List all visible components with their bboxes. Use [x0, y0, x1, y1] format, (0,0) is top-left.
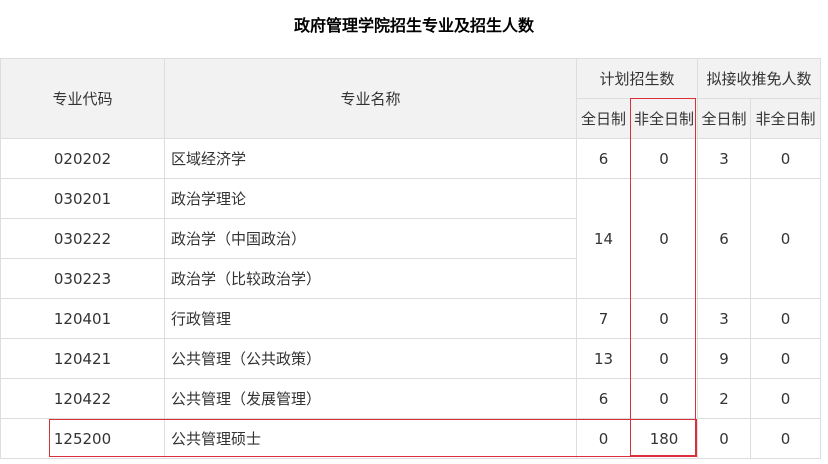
cell-name: 公共管理（公共政策） — [164, 338, 577, 379]
enrollment-table: 专业代码 专业名称 计划招生数 拟接收推免人数 全日制 非全日制 全日制 非全日… — [0, 58, 822, 459]
cell-exempt-full: 0 — [697, 418, 752, 459]
cell-name: 区域经济学 — [164, 138, 577, 179]
table-row: 030201 政治学理论 14 0 6 0 — [0, 178, 822, 299]
cell-exempt-full: 6 — [697, 178, 752, 299]
cell-exempt-full: 2 — [697, 378, 752, 419]
table-row: 120421 公共管理（公共政策） 13 0 9 0 — [0, 338, 822, 379]
page-title: 政府管理学院招生专业及招生人数 — [293, 16, 534, 35]
cell-code: 120422 — [0, 378, 165, 419]
header-name: 专业名称 — [164, 58, 577, 139]
cell-plan-part: 0 — [629, 338, 699, 379]
cell-plan-full: 7 — [576, 298, 631, 339]
cell-code: 125200 — [0, 418, 165, 459]
cell-code: 120421 — [0, 338, 165, 379]
cell-exempt-part: 0 — [750, 138, 822, 179]
header-exempt: 拟接收推免人数 — [697, 58, 822, 99]
table-row: 020202 区域经济学 6 0 3 0 — [0, 138, 822, 179]
cell-code: 030223 — [0, 258, 165, 299]
header-plan-full: 全日制 — [576, 98, 631, 139]
table-row: 030222 政治学（中国政治） — [0, 218, 821, 259]
cell-code: 020202 — [0, 138, 165, 179]
cell-exempt-part: 0 — [750, 178, 822, 299]
cell-plan-full: 13 — [576, 338, 631, 379]
table-row: 120401 行政管理 7 0 3 0 — [0, 298, 822, 339]
cell-plan-full: 0 — [576, 418, 631, 459]
table-row: 030223 政治学（比较政治学） — [0, 258, 821, 299]
cell-exempt-part: 0 — [750, 338, 822, 379]
cell-name: 公共管理（发展管理） — [164, 378, 577, 419]
table-row: 120422 公共管理（发展管理） 6 0 2 0 — [0, 378, 822, 419]
cell-plan-full: 14 — [576, 178, 631, 299]
cell-plan-full: 6 — [576, 378, 631, 419]
header-exempt-part: 非全日制 — [750, 98, 822, 139]
header-plan: 计划招生数 — [575, 58, 699, 99]
cell-name: 政治学理论 — [164, 178, 577, 219]
cell-exempt-full: 9 — [697, 338, 752, 379]
cell-exempt-full: 3 — [697, 138, 752, 179]
cell-name: 行政管理 — [164, 298, 577, 339]
cell-code: 120401 — [0, 298, 165, 339]
cell-exempt-part: 0 — [750, 298, 822, 339]
cell-code: 030201 — [0, 178, 165, 219]
header-code: 专业代码 — [0, 58, 165, 139]
cell-code: 030222 — [0, 218, 165, 259]
cell-name: 政治学（中国政治） — [164, 218, 577, 259]
cell-name: 政治学（比较政治学） — [164, 258, 577, 299]
cell-plan-part: 0 — [629, 138, 699, 179]
cell-exempt-full: 3 — [697, 298, 752, 339]
header-plan-part: 非全日制 — [629, 98, 699, 139]
cell-exempt-part: 0 — [750, 418, 822, 459]
cell-exempt-part: 0 — [750, 378, 822, 419]
cell-name: 公共管理硕士 — [164, 418, 577, 459]
cell-plan-part: 0 — [629, 178, 699, 299]
header-exempt-full: 全日制 — [697, 98, 752, 139]
cell-plan-full: 6 — [576, 138, 631, 179]
cell-plan-part: 180 — [629, 418, 699, 459]
table-row: 125200 公共管理硕士 0 180 0 0 — [0, 418, 822, 459]
cell-plan-part: 0 — [629, 378, 699, 419]
cell-plan-part: 0 — [629, 298, 699, 339]
